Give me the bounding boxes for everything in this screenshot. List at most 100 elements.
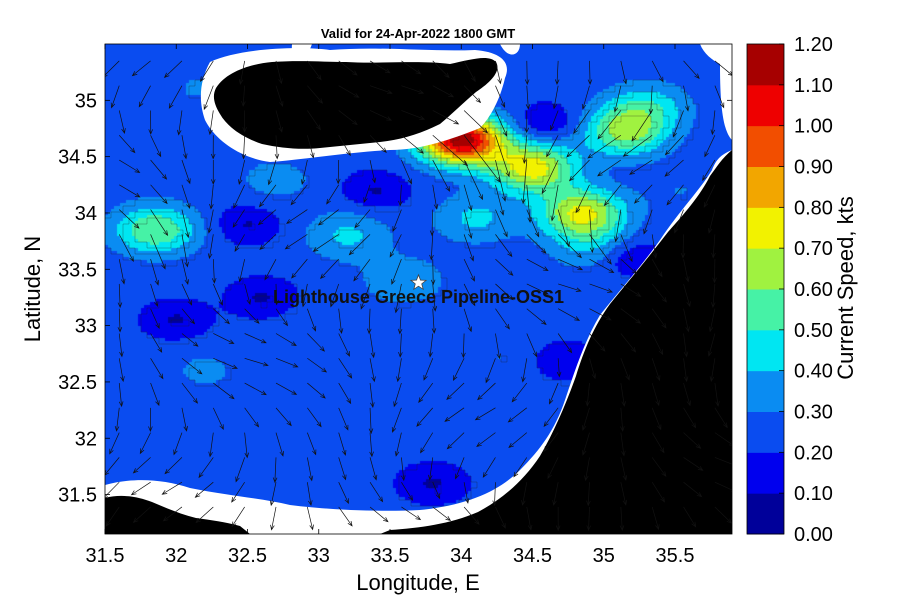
current-vector-arrow xyxy=(511,382,528,403)
current-vector-arrow xyxy=(707,333,716,357)
current-vector-arrow xyxy=(614,209,622,243)
current-vector-arrow xyxy=(620,308,642,324)
current-vector-arrow xyxy=(431,308,437,334)
current-vector-arrow xyxy=(541,159,559,195)
current-vector-arrow xyxy=(117,283,123,309)
current-vector-arrow xyxy=(161,481,183,495)
current-vector-arrow xyxy=(683,506,697,528)
current-vector-arrow xyxy=(213,308,230,325)
current-vector-arrow xyxy=(432,85,455,98)
land-masses xyxy=(105,58,732,534)
current-vector-arrow xyxy=(369,506,389,523)
current-vector-arrow xyxy=(477,382,496,401)
current-vector-arrow xyxy=(257,209,277,226)
current-vector-arrow xyxy=(369,110,393,121)
current-vector-arrow xyxy=(585,383,590,407)
current-vector-arrow xyxy=(181,209,190,239)
colorbar-tick-label: 1.20 xyxy=(794,34,833,56)
current-vector-arrow xyxy=(275,110,283,133)
current-vector-arrow xyxy=(275,85,284,108)
current-vector-arrow xyxy=(423,358,434,381)
current-vector-arrow xyxy=(369,60,391,74)
current-vector-arrow xyxy=(118,135,136,154)
cyprus-landmass xyxy=(213,58,498,149)
current-vector-arrow xyxy=(338,432,347,456)
current-vector-arrow xyxy=(150,234,166,270)
current-vector-arrow xyxy=(270,506,277,531)
current-vector-arrow xyxy=(132,506,151,524)
x-tick-label: 32.5 xyxy=(228,545,267,567)
current-vector-arrow xyxy=(207,234,214,260)
current-vector-arrow xyxy=(150,382,160,407)
current-vector-arrow xyxy=(401,85,425,94)
current-vector-arrow xyxy=(521,358,528,383)
current-vector-arrow xyxy=(150,333,163,353)
current-vector-arrow xyxy=(198,457,214,479)
current-vector-arrow xyxy=(543,432,559,452)
current-vector-arrow xyxy=(258,184,277,208)
current-vector-arrow xyxy=(363,184,371,204)
current-vector-arrow xyxy=(199,60,214,83)
colorbar-tick-label: 0.50 xyxy=(794,320,833,342)
current-vector-arrow xyxy=(286,209,308,224)
current-vector-arrow xyxy=(589,258,615,274)
current-vector-arrow xyxy=(231,506,245,528)
current-vector-arrow xyxy=(683,432,702,449)
current-vector-arrow xyxy=(430,259,436,286)
current-vector-arrow xyxy=(307,333,325,352)
current-vector-arrow xyxy=(291,258,308,279)
colorbar-swatch xyxy=(747,452,784,494)
current-vector-arrow xyxy=(369,358,376,383)
current-vector-arrow xyxy=(432,159,451,192)
current-vector-arrow xyxy=(105,457,120,476)
current-vector-arrow xyxy=(581,432,590,456)
colorbar-tick-label: 0.80 xyxy=(794,197,833,219)
current-vector-arrow xyxy=(211,259,217,284)
current-vector-arrow xyxy=(522,135,528,164)
current-vector-arrow xyxy=(463,135,501,183)
current-vector-arrow xyxy=(118,110,126,134)
current-vector-arrow xyxy=(307,432,317,456)
current-vector-arrow xyxy=(360,283,371,310)
current-vector-arrow xyxy=(244,382,267,396)
current-vector-arrow xyxy=(369,481,384,503)
current-vector-arrow xyxy=(210,135,216,160)
current-vector-arrow xyxy=(274,283,279,306)
current-vector-arrow xyxy=(629,159,653,175)
current-vector-arrow xyxy=(338,308,344,335)
speed-contour-path xyxy=(105,79,700,507)
current-vector-arrow xyxy=(244,407,260,428)
current-vector-arrow xyxy=(150,358,164,380)
current-vector-arrow xyxy=(432,134,469,167)
current-vector-arrow xyxy=(463,60,476,83)
current-vector-arrow xyxy=(164,457,183,475)
current-vector-arrow xyxy=(651,308,667,329)
chart-title: Valid for 24-Apr-2022 1800 GMT xyxy=(321,26,515,41)
current-vector-arrow xyxy=(369,457,378,481)
current-vector-arrow xyxy=(581,85,590,110)
current-vector-arrow xyxy=(335,160,341,185)
colorbar-tick-label: 0.00 xyxy=(794,524,833,546)
current-vector-arrow xyxy=(666,184,684,206)
current-vector-arrow xyxy=(241,85,246,107)
current-vector-arrow xyxy=(275,333,297,347)
current-vector-arrow xyxy=(176,110,183,136)
current-vector-arrow xyxy=(267,159,277,186)
current-vector-arrow xyxy=(168,85,183,109)
colorbar-tick-label: 0.60 xyxy=(794,279,833,301)
current-vector-arrow xyxy=(683,283,691,308)
current-vector-arrow xyxy=(631,110,653,142)
current-vector-arrow xyxy=(620,60,628,85)
current-vector-arrow xyxy=(338,506,353,527)
current-vector-arrow xyxy=(401,506,422,521)
current-vector-arrow xyxy=(710,110,716,136)
current-vector-arrow xyxy=(526,308,547,326)
current-vector-arrow xyxy=(338,382,352,405)
current-vector-arrow xyxy=(307,110,321,131)
current-vector-arrow xyxy=(432,283,438,312)
current-vector-arrow xyxy=(338,457,347,481)
current-vector-arrow xyxy=(620,333,637,353)
current-vector-arrow xyxy=(704,135,716,158)
current-vector-arrow xyxy=(369,159,377,184)
current-vector-arrow xyxy=(208,110,214,136)
